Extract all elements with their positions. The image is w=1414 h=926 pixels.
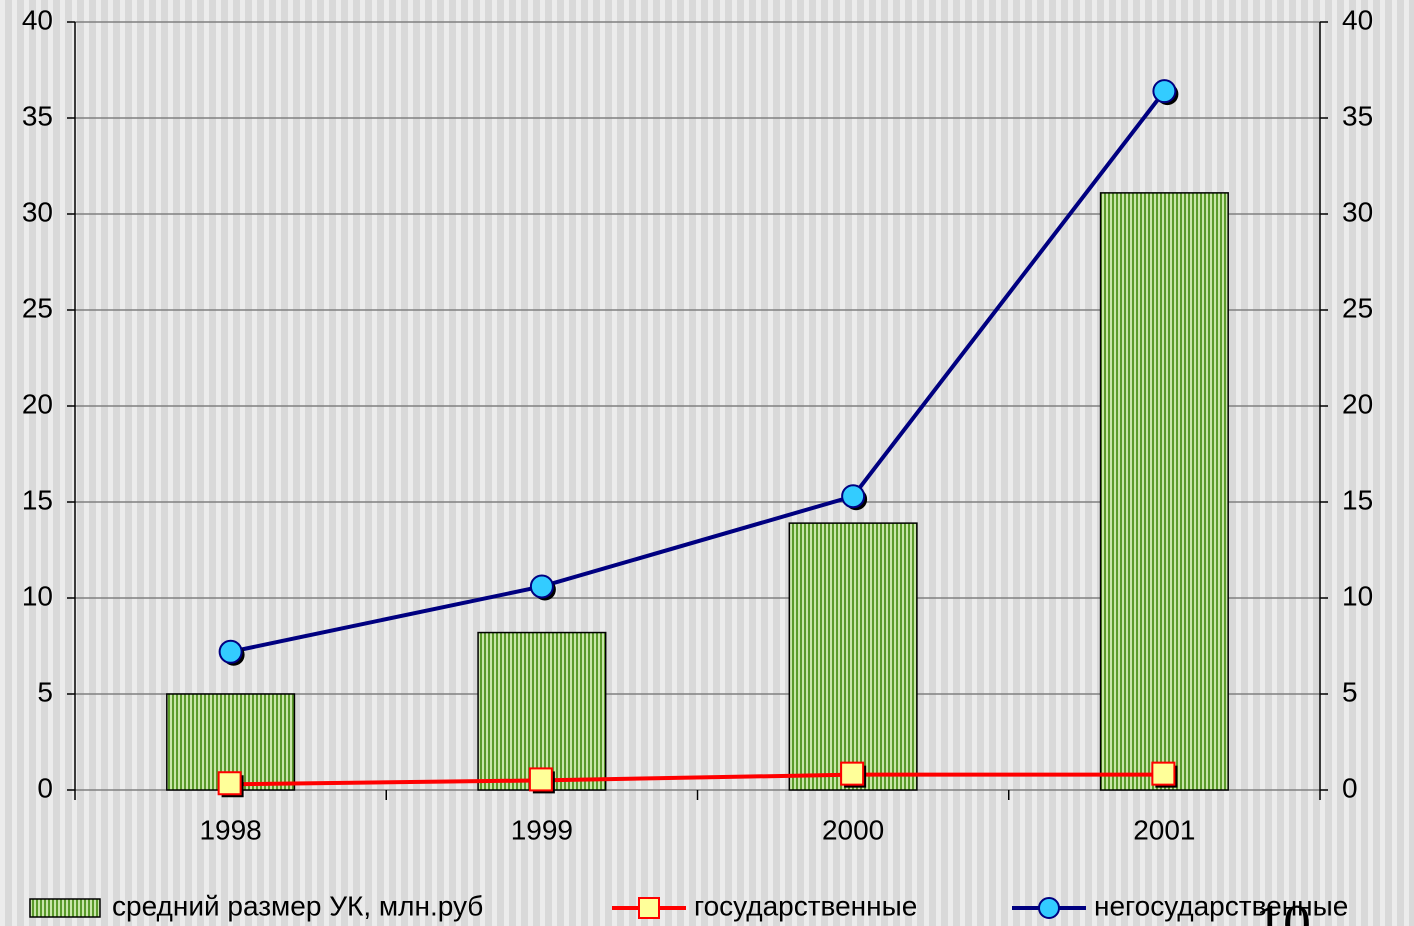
y-tick-label: 25 [22, 292, 53, 323]
line [230, 772, 1165, 787]
y-tick-label: 30 [22, 196, 53, 227]
y2-tick-label: 25 [1342, 292, 1373, 323]
legend-marker [1038, 897, 1060, 919]
legend-label: негосударственные [1094, 890, 1348, 921]
y2-tick-label: 35 [1342, 100, 1373, 131]
x-tick-label: 2001 [1133, 814, 1195, 845]
y-tick-label: 35 [22, 100, 53, 131]
y2-tick-label: 5 [1342, 676, 1358, 707]
bar [477, 631, 607, 791]
y-tick-label: 20 [22, 388, 53, 419]
marker [840, 761, 865, 786]
marker [841, 484, 866, 509]
y2-tick-label: 10 [1342, 580, 1373, 611]
y2-tick-label: 40 [1342, 4, 1373, 35]
bar [1099, 192, 1229, 791]
y-tick-label: 10 [22, 580, 53, 611]
y2-tick-label: 15 [1342, 484, 1373, 515]
legend-label: средний размер УК, млн.руб [112, 890, 483, 921]
y-tick-label: 0 [37, 772, 53, 803]
y2-tick-label: 30 [1342, 196, 1373, 227]
legend-swatch [29, 898, 101, 918]
marker [217, 771, 242, 796]
y-tick-label: 5 [37, 676, 53, 707]
y-tick-label: 40 [22, 4, 53, 35]
bar [788, 522, 918, 791]
legend-label: государственные [694, 890, 917, 921]
marker [528, 767, 553, 792]
y2-tick-label: 0 [1342, 772, 1358, 803]
y-tick-label: 15 [22, 484, 53, 515]
marker [1152, 79, 1177, 104]
y2-tick-label: 20 [1342, 388, 1373, 419]
x-tick-label: 2000 [822, 814, 884, 845]
page-number: 10 [1255, 894, 1311, 926]
marker [1151, 761, 1176, 786]
marker [529, 574, 554, 599]
legend-marker [638, 897, 660, 919]
marker [218, 639, 243, 664]
x-tick-label: 1999 [511, 814, 573, 845]
x-tick-label: 1998 [199, 814, 261, 845]
line [230, 89, 1166, 654]
